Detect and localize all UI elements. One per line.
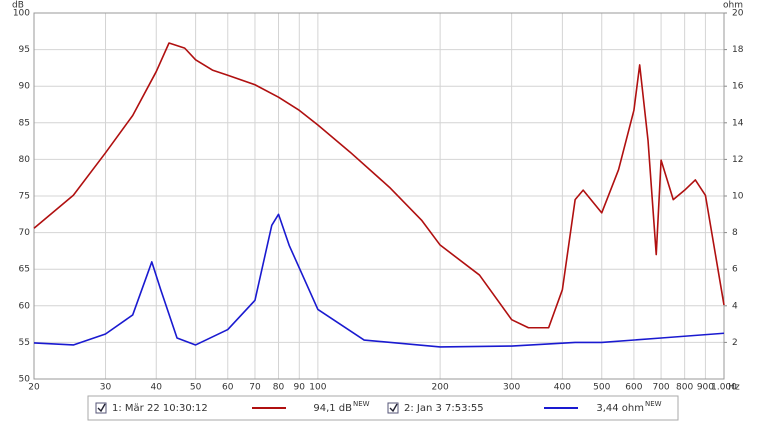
y2-unit: ohm (723, 1, 743, 11)
y2-tick-label: 12 (732, 155, 743, 165)
legend-checkbox (387, 402, 399, 414)
y2-tick-label: 20 (732, 9, 744, 19)
plot-border (33, 12, 725, 380)
x-tick-label: 300 (503, 383, 520, 393)
x-unit: Hz (728, 383, 740, 393)
y2-tick-label: 6 (732, 265, 738, 275)
legend-box (87, 395, 679, 421)
legend-check (97, 403, 106, 413)
legend-badge: NEW (353, 400, 370, 408)
legend: 1: Mär 22 10:30:12 94,1 dB NEW 2: Jan 3 7:5… (95, 400, 662, 414)
x-tick-label: 50 (190, 383, 202, 393)
y-unit: dB (12, 1, 24, 11)
legend-item: 1: Mär 22 10:30:12 94,1 dB NEW (95, 400, 370, 414)
x-tick-label: 600 (625, 383, 642, 393)
legend-check (389, 403, 398, 413)
x-tick-label: 80 (273, 383, 285, 393)
x-tick-label: 1.000 (711, 383, 737, 393)
legend-item: 2: Jan 3 7:53:55 3,44 ohm NEW (387, 400, 662, 414)
legend-value: 3,44 ohm (596, 403, 644, 414)
y-tick-label: 65 (19, 265, 30, 275)
x-tick-label: 700 (652, 383, 669, 393)
y-tick-label: 100 (13, 9, 30, 19)
x-tick-label: 200 (432, 383, 449, 393)
y-tick-label: 80 (19, 155, 31, 165)
y2-tick-label: 16 (732, 82, 744, 92)
legend-badge: NEW (645, 400, 662, 408)
series-line (33, 42, 725, 329)
x-tick-label: 20 (28, 383, 40, 393)
y-tick-label: 95 (19, 45, 30, 55)
y-tick-label: 70 (19, 228, 31, 238)
x-tick-label: 30 (100, 383, 112, 393)
y-tick-label: 50 (19, 375, 31, 385)
x-tick-label: 90 (294, 383, 306, 393)
legend-checkbox (95, 402, 107, 414)
series-line (33, 213, 725, 348)
y2-tick-label: 4 (732, 301, 738, 311)
legend-value: 94,1 dB (313, 403, 352, 414)
y-tick-label: 60 (19, 301, 31, 311)
y2-tick-label: 14 (732, 118, 744, 128)
x-tick-label: 100 (309, 383, 326, 393)
x-tick-label: 900 (697, 383, 714, 393)
legend-name: 1: Mär 22 10:30:12 (112, 403, 208, 414)
legend-name: 2: Jan 3 7:53:55 (404, 403, 484, 414)
y2-tick-label: 10 (732, 192, 744, 202)
y2-tick-label: 2 (732, 338, 738, 348)
y-tick-label: 55 (19, 338, 30, 348)
y2-tick-label: 18 (732, 45, 744, 55)
x-tick-label: 70 (249, 383, 261, 393)
y-tick-label: 90 (19, 82, 31, 92)
x-tick-label: 400 (554, 383, 571, 393)
x-tick-label: 800 (676, 383, 693, 393)
y-tick-label: 75 (19, 192, 30, 202)
x-tick-label: 40 (151, 383, 163, 393)
x-tick-label: 500 (593, 383, 610, 393)
y2-tick-label: 8 (732, 228, 738, 238)
x-tick-label: 60 (222, 383, 234, 393)
y-tick-label: 85 (19, 118, 30, 128)
